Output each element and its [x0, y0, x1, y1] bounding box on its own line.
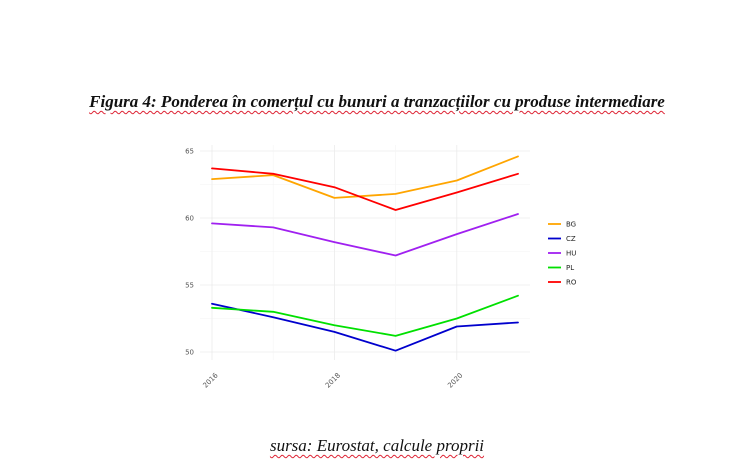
series-line-bg [211, 155, 519, 199]
legend-label-ro: RO [566, 279, 577, 287]
y-tick-label: 50 [185, 349, 194, 357]
series-line-cz [211, 302, 519, 352]
figure-source-text: sursa: Eurostat, calcule proprii [269, 436, 485, 455]
y-tick-label: 65 [185, 148, 194, 156]
figure-title-text: Figura 4: Ponderea în comerțul cu bunuri… [89, 92, 665, 111]
legend-label-bg: BG [566, 221, 576, 229]
legend-label-cz: CZ [566, 235, 576, 243]
figure-title: Figura 4: Ponderea în comerțul cu bunuri… [0, 92, 754, 112]
series-line-hu [211, 213, 519, 257]
x-tick-label: 2020 [446, 371, 464, 389]
x-tick-label: 2018 [324, 371, 342, 389]
x-tick-label: 2016 [201, 371, 220, 390]
series-line-pl [211, 294, 519, 337]
legend-label-hu: HU [566, 250, 576, 258]
y-tick-label: 55 [185, 282, 194, 290]
series-line-ro [211, 167, 519, 211]
y-tick-label: 60 [185, 215, 194, 223]
figure-source: sursa: Eurostat, calcule proprii [0, 436, 754, 456]
legend-label-pl: PL [566, 264, 574, 272]
